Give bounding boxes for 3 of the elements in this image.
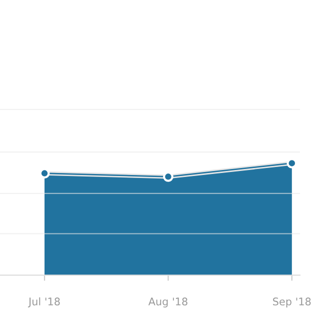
x-tick-label: Jul '18 bbox=[28, 297, 60, 308]
x-tick-label: Sep '18 bbox=[273, 298, 311, 308]
x-tick-label: Aug '18 bbox=[148, 298, 188, 308]
